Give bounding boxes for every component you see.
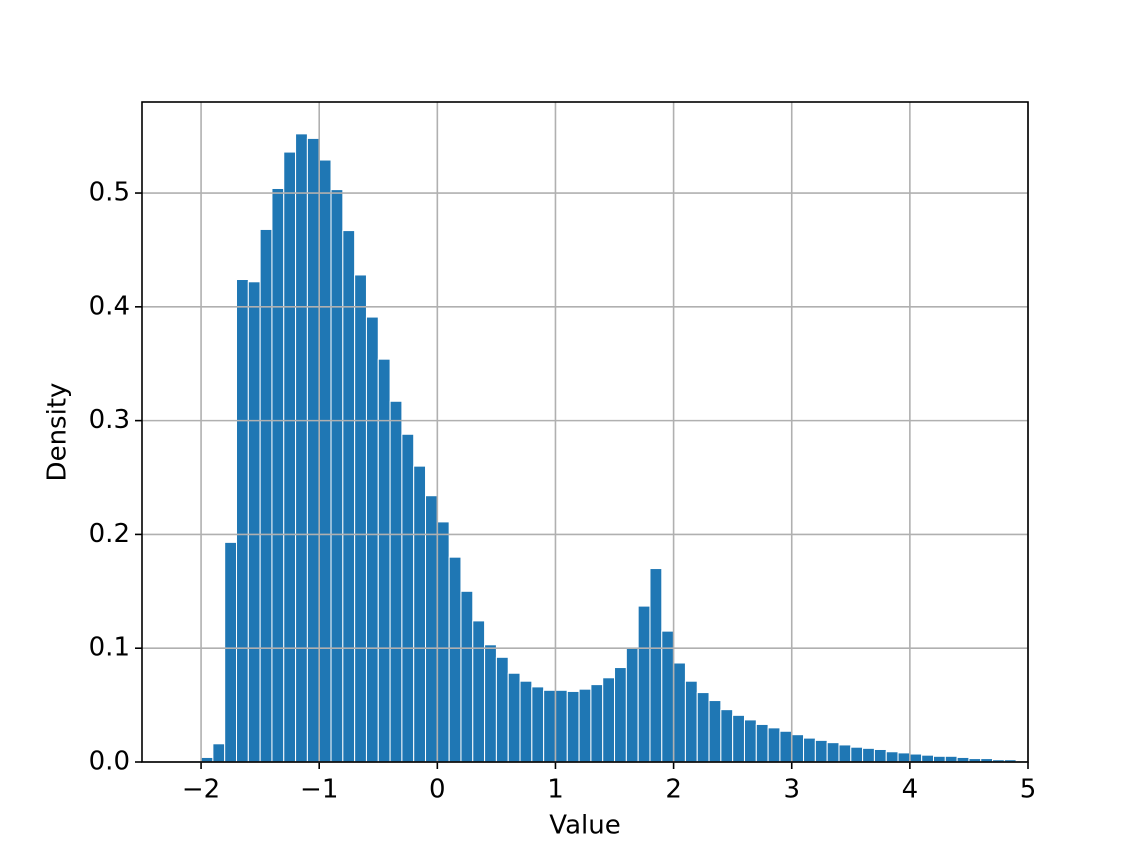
bar [637,605,651,763]
bar [814,739,828,763]
y-tick-label: 0.3 [89,405,130,435]
bar [330,189,344,763]
bar [673,662,686,763]
bar [932,755,946,763]
bar [684,680,698,763]
bar [448,556,462,763]
bar [413,465,427,763]
bar [850,746,864,763]
bar [224,541,238,763]
x-tick-label: 5 [1020,775,1037,805]
x-tick-label: 0 [429,775,446,805]
bar [389,400,403,763]
y-tick-label: 0.0 [89,747,130,777]
bar [661,630,675,763]
bar [720,709,734,763]
bar [295,133,308,763]
bar [566,690,580,763]
bar [767,727,781,763]
bar [507,672,521,763]
bar [247,281,261,763]
bar [897,752,911,763]
y-tick-label: 0.1 [89,633,130,663]
y-tick-label: 0.2 [89,519,130,549]
bar [472,620,486,763]
bar [803,737,816,763]
bar [460,590,474,763]
bar [401,433,415,763]
bar [425,495,438,763]
bar [696,692,710,763]
bar [365,316,379,763]
bar [354,274,367,763]
x-tick-label: 1 [547,775,564,805]
bar [259,228,273,763]
y-tick-label: 0.4 [89,291,130,321]
bar [543,689,556,763]
bar [495,656,509,763]
bar [342,230,356,763]
x-tick-label: 4 [902,775,919,805]
plot-frame [141,101,1029,763]
bar [590,684,604,763]
bar [732,714,745,763]
bar [554,689,568,763]
bar [283,151,297,763]
bar [602,677,616,763]
bar [531,686,545,763]
bar [212,743,226,763]
bar [885,751,899,763]
y-axis-label: Density [43,383,73,482]
bar [944,755,958,763]
bar [826,742,840,763]
bar [862,747,875,763]
bar [921,754,934,763]
bar [779,730,793,763]
bar [755,723,769,763]
x-tick-label: 3 [783,775,800,805]
bar [791,734,805,763]
bar [484,644,497,763]
bar [436,521,450,763]
x-tick-label: −2 [182,775,220,805]
x-tick-label: −1 [300,775,338,805]
bar [873,748,887,763]
x-tick-label: 2 [665,775,682,805]
y-tick-label: 0.5 [89,178,130,208]
bar [743,719,757,763]
x-axis-label: Value [549,811,620,841]
bar [708,700,722,763]
bar [909,753,923,763]
bar [625,647,639,763]
bar [271,187,285,763]
bar [838,744,852,763]
bar [519,680,533,763]
bar [578,688,592,763]
bar [649,568,663,763]
bar [318,159,332,763]
bar [306,137,320,763]
bar [377,358,391,763]
bar [614,667,627,763]
bar [236,279,249,763]
